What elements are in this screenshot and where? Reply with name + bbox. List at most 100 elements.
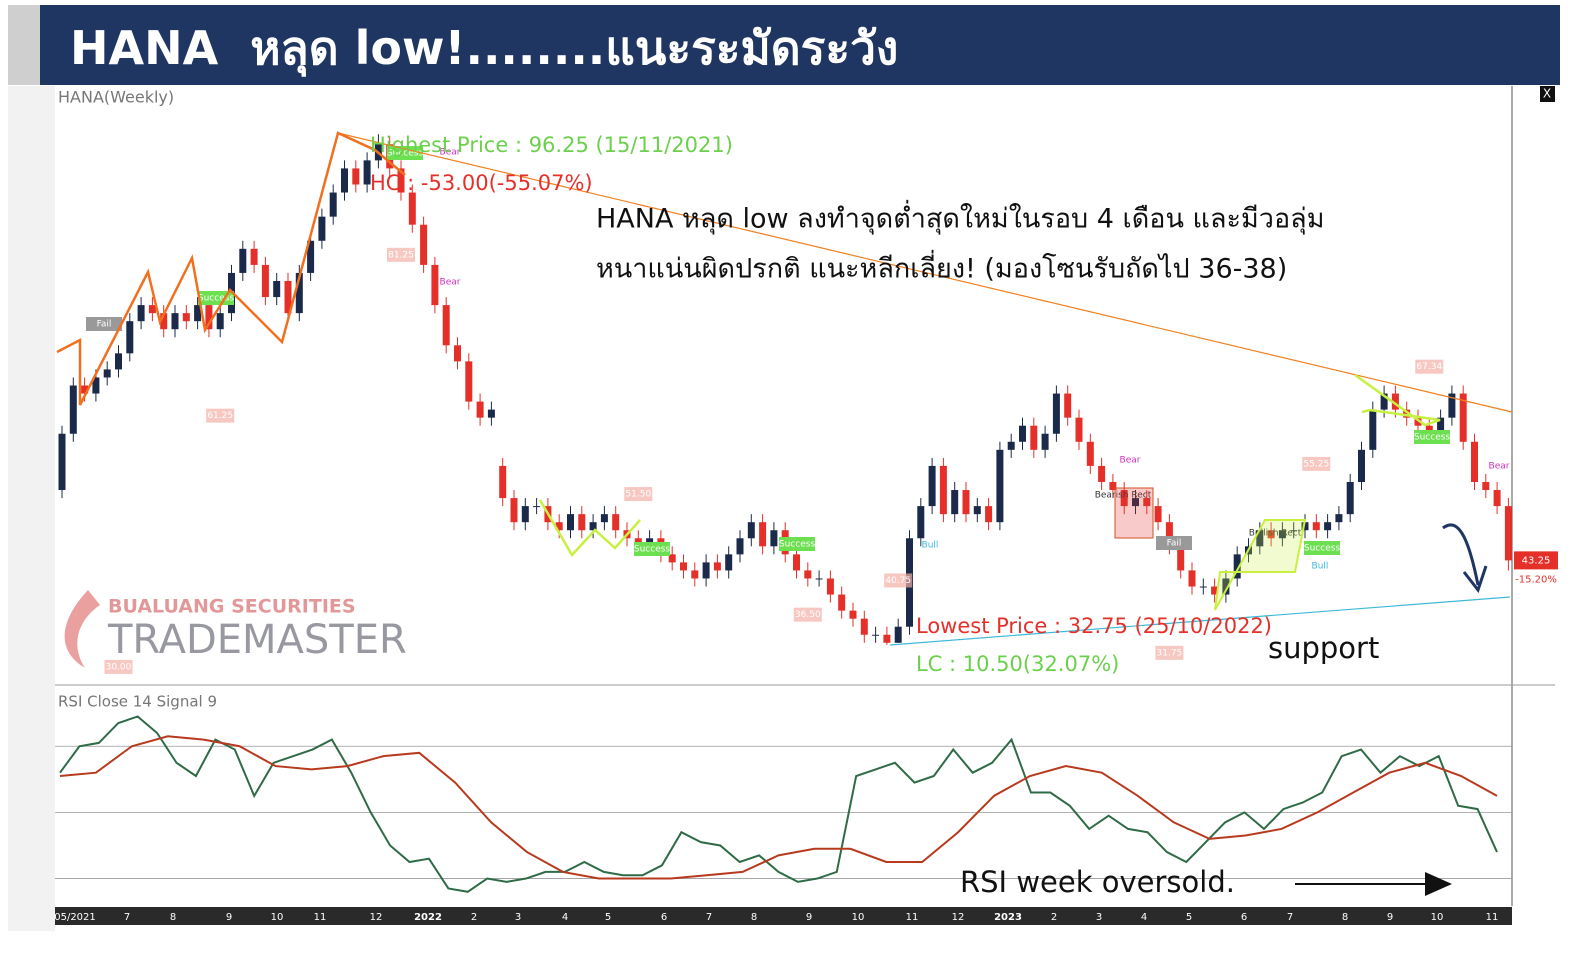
candle-body (996, 449, 1004, 523)
x-tick-label: 10 (271, 912, 284, 923)
x-tick-label: 7 (124, 912, 130, 923)
x-tick-label: 9 (1387, 912, 1393, 923)
logo-product: TRADEMASTER (107, 617, 407, 663)
candle-body (69, 385, 77, 434)
support-line (889, 596, 1511, 646)
candle-body (600, 514, 608, 523)
candle-body (928, 465, 936, 507)
arrow (1442, 523, 1480, 586)
rsi-line (59, 735, 1498, 880)
candle-body (725, 554, 733, 571)
candle-body (770, 530, 778, 547)
lowest-label: Lowest Price : 32.75 (25/10/2022) (916, 614, 1272, 638)
candle-body (454, 345, 461, 362)
candle-body (668, 554, 676, 563)
zigzag (56, 131, 406, 406)
signal-label: Success (1304, 544, 1341, 554)
signal-label: Bear (1489, 462, 1510, 472)
hc-label: HC : -53.00(-55.07%) (370, 171, 593, 195)
target-box (206, 408, 235, 423)
close-icon[interactable]: X (1543, 87, 1551, 101)
zigzag (538, 499, 641, 558)
candle-body (747, 522, 755, 539)
candle-body (1098, 465, 1106, 482)
candle-body (838, 594, 846, 611)
support-label: support (1268, 631, 1379, 665)
candle-body (1233, 554, 1241, 579)
right-scale (1512, 86, 1560, 906)
candle-body (973, 506, 981, 515)
candle-body (295, 272, 303, 314)
zigzag (1354, 373, 1441, 427)
candle-body (691, 570, 699, 579)
candle-body (1324, 522, 1332, 531)
signal-label: Success (1414, 433, 1451, 443)
target-label: 81.25 (388, 250, 414, 260)
close-box[interactable] (1540, 86, 1555, 102)
x-tick-label: 4 (562, 912, 568, 923)
x-tick-label: 2 (471, 912, 477, 923)
candle-body (567, 514, 574, 531)
candle-body (894, 626, 902, 643)
signal-box (1414, 430, 1450, 444)
candle-body (216, 313, 224, 330)
logo: BUALUANG SECURITIES TRADEMASTER (64, 590, 407, 668)
target-box (104, 659, 133, 674)
highest-label: Highest Price : 96.25 (15/11/2021) (370, 133, 733, 157)
x-tick-label: 2 (1051, 912, 1057, 923)
candle-body (1041, 433, 1049, 450)
logo-mark (64, 590, 100, 668)
candle-body (1403, 409, 1411, 418)
signal-box (779, 537, 815, 551)
candle-body (1256, 530, 1264, 547)
candle-body (1471, 441, 1478, 482)
candle-body (420, 224, 428, 265)
signal-label: Bear (440, 278, 461, 288)
candle-body (442, 305, 450, 346)
x-tick-label: 4 (1141, 912, 1147, 923)
candle-body (205, 305, 213, 330)
candle-body (860, 618, 868, 635)
signal-label: Fail (97, 320, 112, 330)
candle-body (1482, 481, 1490, 491)
candle-body (476, 401, 484, 418)
candle-body (1132, 498, 1139, 507)
x-tick-label: 12 (370, 912, 383, 923)
candle-body (1358, 449, 1365, 482)
candle-body (1064, 393, 1072, 418)
target-label: 61.25 (207, 411, 233, 421)
candle-body (510, 498, 518, 523)
candle-body (1177, 546, 1185, 571)
rsi-title: RSI Close 14 Signal 9 (58, 693, 217, 711)
trend-line (337, 132, 1513, 413)
candle-body (273, 280, 281, 298)
x-tick-label: 8 (751, 912, 757, 923)
last-price-box (1514, 551, 1558, 570)
candle-body (1448, 393, 1456, 418)
target-box (387, 247, 415, 262)
candle-body (487, 409, 495, 418)
candle-body (1211, 586, 1219, 595)
target-box (1302, 456, 1331, 471)
x-tick-label: 7 (706, 912, 712, 923)
candle-body (137, 305, 145, 322)
target-label: 67.34 (1416, 362, 1442, 372)
candle-body (1369, 409, 1377, 450)
rsi-annotation: RSI week oversold. (960, 865, 1235, 899)
candle-body (1143, 498, 1151, 507)
candle-body (985, 506, 993, 523)
candle-body (1075, 417, 1083, 442)
candle-body (804, 570, 812, 579)
candle-body (1222, 578, 1230, 595)
x-tick-label: 12 (952, 912, 965, 923)
x-tick-label: 05/2021 (54, 912, 96, 923)
candle-body (1346, 481, 1354, 515)
pattern-box (1114, 487, 1154, 539)
x-tick-label: 3 (515, 912, 521, 923)
candle-body (849, 610, 857, 619)
signal-box (634, 542, 670, 556)
candle-body (815, 578, 823, 580)
signal-box (1156, 536, 1192, 550)
candle-body (1290, 530, 1298, 532)
